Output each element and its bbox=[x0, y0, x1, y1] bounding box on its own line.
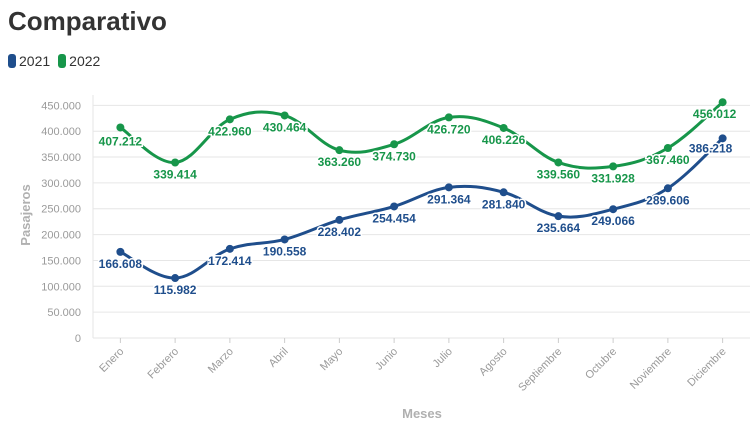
legend-item-2022[interactable]: 2022 bbox=[58, 53, 100, 69]
data-label-2022: 339.560 bbox=[537, 167, 581, 181]
data-label-2021: 166.608 bbox=[99, 257, 143, 271]
x-tick-label: Enero bbox=[97, 346, 126, 375]
y-tick-label: 200.000 bbox=[41, 230, 81, 242]
data-point-2021[interactable] bbox=[444, 183, 453, 192]
data-label-2021: 249.066 bbox=[591, 214, 635, 228]
data-point-2021[interactable] bbox=[718, 134, 727, 143]
x-tick-label: Diciembre bbox=[685, 346, 728, 389]
data-point-2021[interactable] bbox=[390, 202, 399, 211]
y-tick-label: 100.000 bbox=[41, 281, 81, 293]
data-point-2022[interactable] bbox=[663, 144, 672, 153]
data-labels: 166.608 115.982 172.414 190.558 228.402 254.4… bbox=[97, 106, 738, 299]
legend-swatch-2022 bbox=[58, 54, 67, 68]
data-label-2022: 363.260 bbox=[318, 155, 362, 169]
data-point-2022[interactable] bbox=[116, 123, 125, 132]
x-tick-label: Abril bbox=[267, 346, 291, 370]
data-point-2022[interactable] bbox=[335, 146, 344, 155]
y-tick-label: 150.000 bbox=[41, 255, 81, 267]
data-label-2021: 235.664 bbox=[537, 221, 581, 235]
data-label-2021: 190.558 bbox=[263, 244, 307, 258]
series-line-2022 bbox=[119, 101, 724, 170]
data-label-2021: 254.454 bbox=[372, 211, 416, 225]
data-label-2022: 426.720 bbox=[427, 122, 471, 136]
x-tick-label: Septiembre bbox=[516, 346, 564, 394]
data-point-2021[interactable] bbox=[225, 244, 234, 253]
data-label-2021: 115.982 bbox=[154, 283, 197, 297]
y-tick-label: 250.000 bbox=[41, 204, 81, 216]
x-tick-label: Mayo bbox=[318, 346, 346, 374]
data-point-2022[interactable] bbox=[444, 113, 453, 122]
data-point-2021[interactable] bbox=[499, 188, 508, 197]
data-point-2022[interactable] bbox=[280, 111, 289, 120]
data-point-2021[interactable] bbox=[609, 205, 618, 214]
data-point-2021[interactable] bbox=[171, 274, 180, 283]
x-tick-label: Octubre bbox=[583, 346, 619, 382]
data-point-2022[interactable] bbox=[171, 158, 180, 167]
data-label-2021: 291.364 bbox=[427, 192, 471, 206]
y-tick-label: 450.000 bbox=[41, 100, 81, 112]
data-point-2022[interactable] bbox=[499, 123, 508, 132]
data-point-2021[interactable] bbox=[554, 212, 563, 221]
data-point-2021[interactable] bbox=[663, 184, 672, 193]
x-axis-ticks: Enero Febrero Marzo Abril Mayo Junio Julio Agos… bbox=[97, 338, 729, 394]
legend-swatch-2021 bbox=[8, 54, 16, 68]
data-label-2022: 374.730 bbox=[372, 149, 416, 163]
y-tick-label: 50.000 bbox=[47, 307, 81, 319]
y-tick-label: 350.000 bbox=[41, 152, 81, 164]
data-label-2021: 289.606 bbox=[646, 193, 690, 207]
data-point-2022[interactable] bbox=[554, 158, 563, 167]
x-tick-label: Marzo bbox=[206, 346, 236, 376]
data-label-2022: 367.460 bbox=[646, 153, 690, 167]
y-tick-label: 300.000 bbox=[41, 178, 81, 190]
x-tick-label: Febrero bbox=[146, 346, 182, 382]
x-tick-label: Junio bbox=[373, 346, 400, 373]
data-label-2021: 281.840 bbox=[482, 197, 526, 211]
grid-lines bbox=[92, 95, 750, 339]
x-axis-title: Meses bbox=[402, 406, 442, 421]
legend-label-2022: 2022 bbox=[69, 53, 101, 69]
series-points bbox=[116, 98, 727, 283]
legend-label-2021: 2021 bbox=[19, 53, 51, 69]
data-point-2022[interactable] bbox=[390, 140, 399, 149]
data-label-2022: 406.226 bbox=[482, 133, 526, 147]
data-label-2021: 386.218 bbox=[689, 141, 733, 155]
x-tick-label: Julio bbox=[431, 346, 455, 370]
data-label-2021: 228.402 bbox=[318, 225, 362, 239]
data-point-2021[interactable] bbox=[280, 235, 289, 244]
legend-item-2021[interactable]: 2021 bbox=[8, 53, 50, 69]
chart-title: Comparativo bbox=[8, 6, 167, 36]
series-line-2021 bbox=[119, 137, 724, 280]
data-point-2022[interactable] bbox=[225, 115, 234, 124]
x-tick-label: Agosto bbox=[477, 346, 510, 379]
data-point-2022[interactable] bbox=[609, 162, 618, 171]
data-label-2022: 430.464 bbox=[263, 120, 307, 134]
data-label-2022: 407.212 bbox=[99, 134, 143, 148]
x-tick-label: Noviembre bbox=[628, 346, 674, 392]
data-label-2021: 172.414 bbox=[208, 254, 252, 268]
y-axis-ticks: 0 50.000 100.000 150.000 200.000 250.000 300.0… bbox=[41, 100, 81, 345]
y-tick-label: 0 bbox=[75, 333, 81, 345]
data-label-2022: 331.928 bbox=[591, 171, 635, 185]
data-label-2022: 422.960 bbox=[208, 124, 252, 138]
data-point-2022[interactable] bbox=[718, 98, 727, 107]
data-point-2021[interactable] bbox=[335, 215, 344, 224]
series-lines bbox=[119, 101, 724, 280]
data-label-2022: 456.012 bbox=[693, 107, 737, 121]
data-label-2022: 339.414 bbox=[153, 168, 197, 182]
legend: 2021 2022 bbox=[8, 53, 100, 69]
y-tick-label: 400.000 bbox=[41, 126, 81, 138]
data-point-2021[interactable] bbox=[116, 247, 125, 256]
y-axis-title: Pasajeros bbox=[18, 184, 33, 245]
